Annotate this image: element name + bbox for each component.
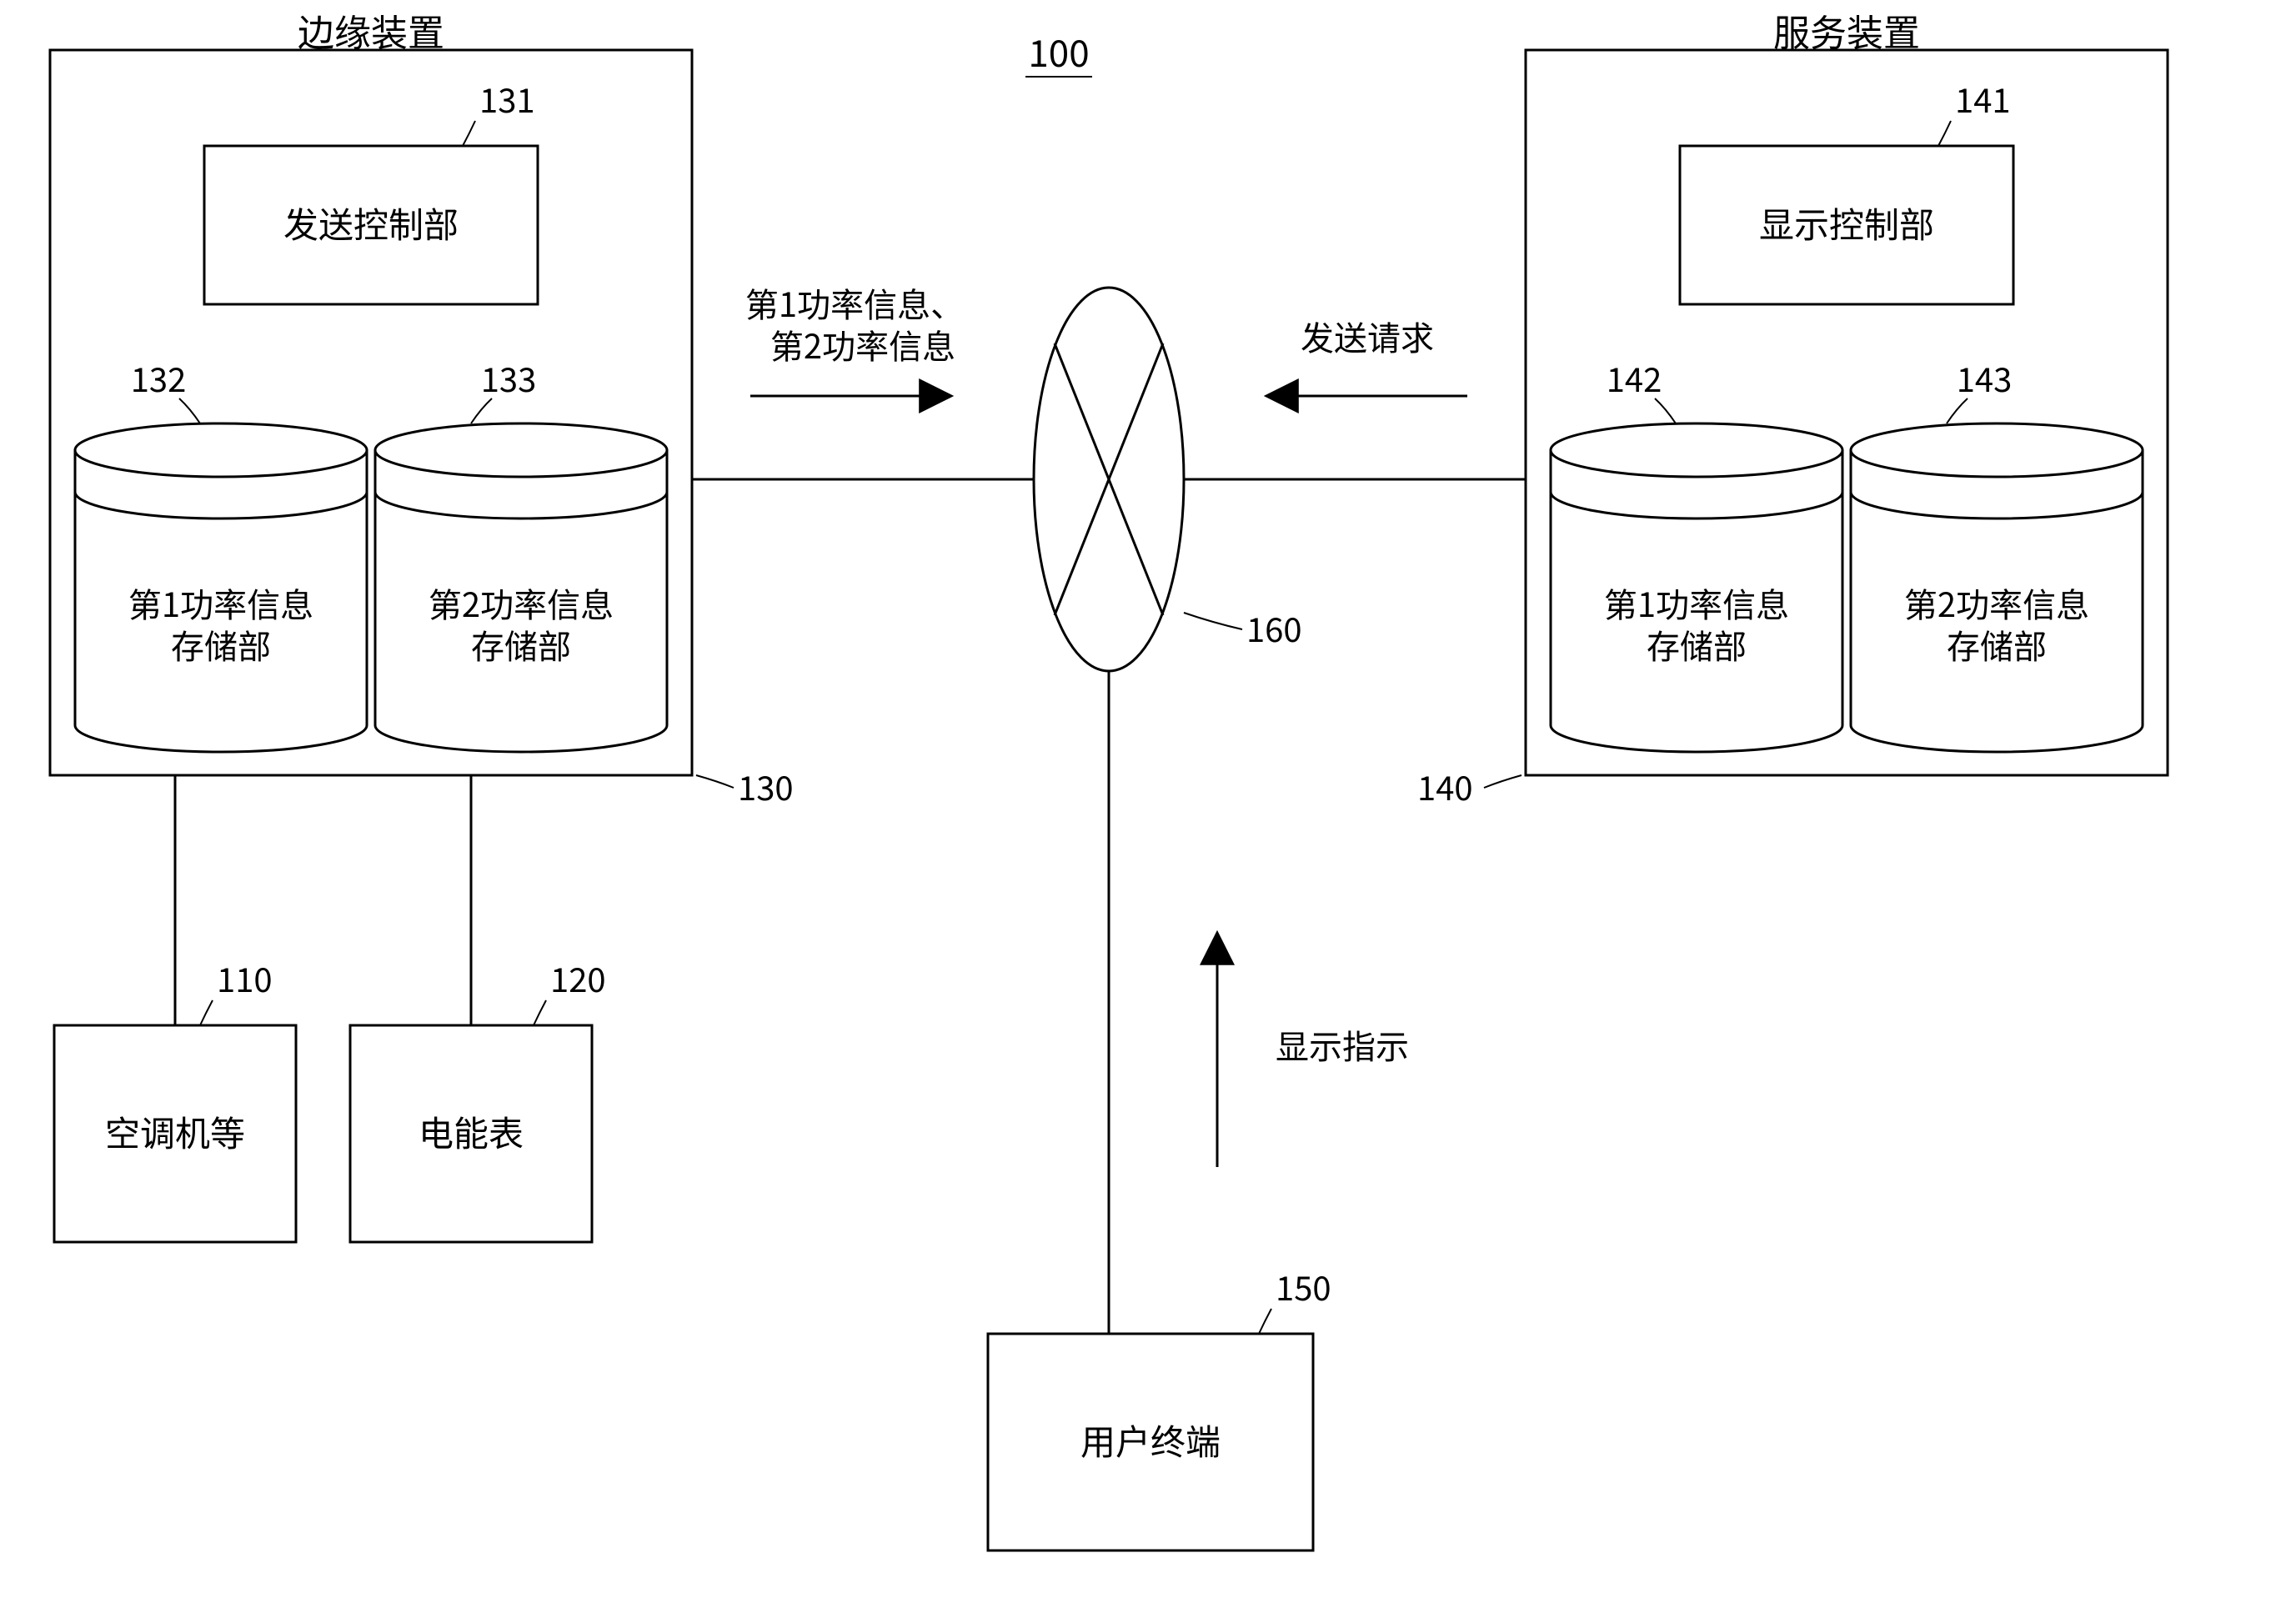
svc-store1-l2: 存储部 bbox=[1647, 620, 1747, 669]
service-device-ref: 140 bbox=[1417, 762, 1473, 810]
edge-store2-ref: 133 bbox=[481, 353, 537, 402]
edge-device-title: 边缘装置 bbox=[298, 3, 444, 57]
terminal-label: 用户终端 bbox=[1080, 1415, 1221, 1465]
service-device-title: 服务装置 bbox=[1773, 3, 1920, 57]
terminal-ref: 150 bbox=[1276, 1262, 1331, 1310]
disp-ctrl-label: 显示控制部 bbox=[1759, 198, 1934, 248]
tx-ctrl-ref: 131 bbox=[479, 74, 535, 123]
service-device: 服务装置 显示控制部 141 142 143 第1功率信息 存储部 第2功率信息… bbox=[1417, 3, 2168, 810]
svc-store2-l2: 存储部 bbox=[1947, 620, 2047, 669]
edge-device: 边缘装置 发送控制部 131 132 133 第1功率信息 存储部 第2功率信息… bbox=[50, 3, 794, 810]
network-ref: 160 bbox=[1246, 604, 1302, 652]
arrow-up-label: 显示指示 bbox=[1276, 1020, 1409, 1069]
arrow-left-l2: 第2功率信息 bbox=[770, 320, 955, 368]
meter-ref: 120 bbox=[550, 954, 606, 1002]
system-diagram: 100 边缘装置 发送控制部 131 132 133 第1功率信息 存储部 第2… bbox=[0, 0, 2296, 1598]
edge-device-ref: 130 bbox=[738, 762, 794, 810]
edge-store1-l2: 存储部 bbox=[171, 620, 271, 669]
ref-main: 100 bbox=[1028, 24, 1089, 78]
meter-label: 电能表 bbox=[419, 1106, 524, 1157]
svc-store1-ref: 142 bbox=[1607, 353, 1662, 402]
edge-store2-l2: 存储部 bbox=[471, 620, 571, 669]
svc-store1-cyl: 第1功率信息 存储部 bbox=[1551, 423, 1842, 752]
edge-store2-cyl: 第2功率信息 存储部 bbox=[375, 423, 667, 752]
svc-store2-ref: 143 bbox=[1957, 353, 2013, 402]
arrow-right-label: 发送请求 bbox=[1301, 312, 1434, 360]
ac-label: 空调机等 bbox=[105, 1106, 245, 1157]
svc-store2-cyl: 第2功率信息 存储部 bbox=[1851, 423, 2143, 752]
disp-ctrl-ref: 141 bbox=[1955, 74, 2011, 123]
edge-store1-ref: 132 bbox=[131, 353, 187, 402]
edge-store1-cyl: 第1功率信息 存储部 bbox=[75, 423, 367, 752]
tx-ctrl-label: 发送控制部 bbox=[283, 198, 459, 248]
ac-ref: 110 bbox=[217, 954, 273, 1002]
